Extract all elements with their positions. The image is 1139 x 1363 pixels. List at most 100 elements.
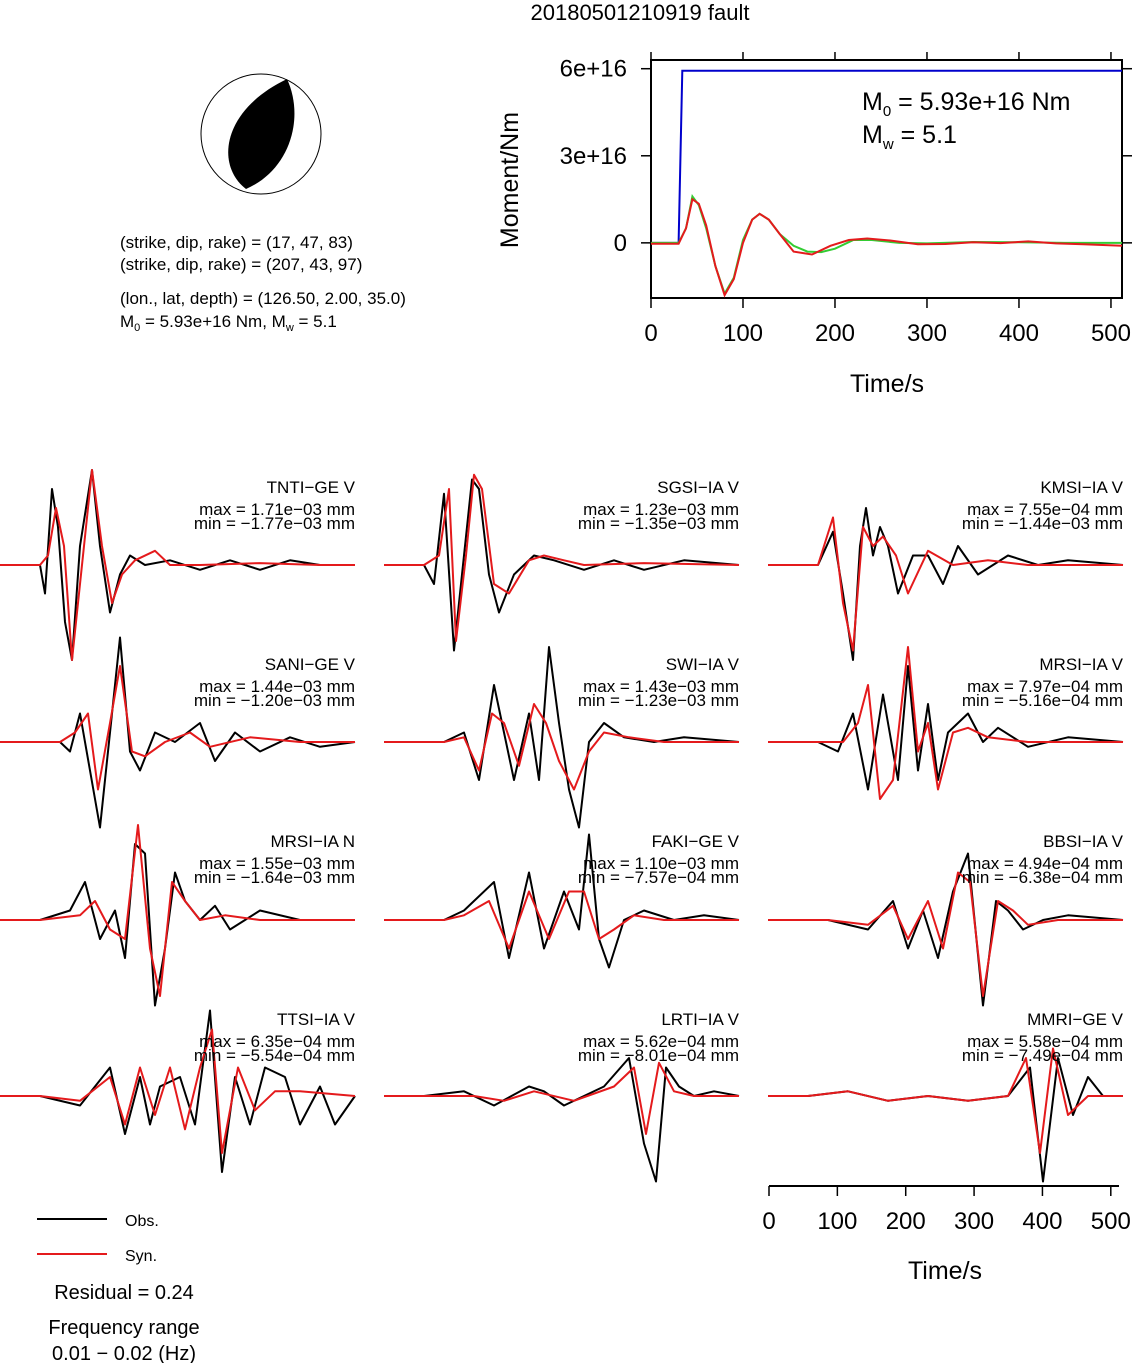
moment-y-tick-label: 6e+16: [560, 56, 627, 83]
max-amplitude-label: max = 4.94e−04 mm: [967, 854, 1123, 873]
beachball-compressional-quadrant: [228, 79, 295, 189]
moment-magnitude-line: M0 = 5.93e+16 Nm, Mw = 5.1: [120, 312, 337, 334]
station-label: MMRI−GE V: [1027, 1010, 1124, 1029]
moment-annotation-m0: M0 = 5.93e+16 Nm: [862, 88, 1070, 120]
min-amplitude-label: min = −1.44e−03 mm: [962, 514, 1123, 533]
station-label: SANI−GE V: [265, 655, 356, 674]
min-amplitude-label: min = −1.23e−03 mm: [578, 691, 739, 710]
min-amplitude-label: min = −5.54e−04 mm: [194, 1046, 355, 1065]
time-axis-tick-label: 100: [817, 1208, 857, 1235]
observed-trace: [0, 843, 355, 1007]
moment-y-tick-label: 3e+16: [560, 143, 627, 170]
max-amplitude-label: max = 6.35e−04 mm: [199, 1032, 355, 1051]
synthetic-trace: [768, 516, 1123, 652]
station-label: SWI−IA V: [666, 655, 740, 674]
residual-label: Residual = 0.24: [54, 1282, 194, 1304]
waveform-time-axis: 0 100 200 300 400 500 Time/s: [762, 1185, 1131, 1285]
moment-chart: 0 100 200 300 400 500 0 3e+16 6e+16 Time/s Moment/…: [496, 52, 1132, 398]
observed-trace: [0, 1009, 356, 1173]
observed-trace: [384, 1057, 740, 1183]
synthetic-trace: [384, 890, 739, 950]
legend-obs-label: Obs.: [125, 1213, 159, 1230]
min-amplitude-label: min = −7.57e−04 mm: [578, 868, 739, 887]
mechanism-text: (strike, dip, rake) = (17, 47, 83) (stri…: [120, 233, 406, 334]
observed-trace: [384, 478, 740, 652]
min-amplitude-label: min = −1.35e−03 mm: [578, 514, 739, 533]
min-amplitude-label: min = −1.64e−03 mm: [194, 868, 355, 887]
max-amplitude-label: max = 5.58e−04 mm: [967, 1032, 1123, 1051]
synthetic-trace: [384, 473, 740, 642]
focal-mechanism-beachball: [200, 73, 322, 195]
legend: Obs. Syn. Residual = 0.24 Frequency rang…: [37, 1213, 200, 1363]
max-amplitude-label: max = 1.23e−03 mm: [583, 500, 739, 519]
station-label: MRSI−IA N: [270, 832, 355, 851]
moment-x-tick-label: 500: [1091, 320, 1131, 347]
legend-syn-label: Syn.: [125, 1248, 157, 1265]
max-amplitude-label: max = 1.10e−03 mm: [583, 854, 739, 873]
hypocenter-location: (lon., lat, depth) = (126.50, 2.00, 35.0…: [120, 289, 406, 308]
observed-trace: [384, 646, 740, 829]
station-label: LRTI−IA V: [661, 1010, 739, 1029]
moment-x-tick-label: 0: [644, 320, 657, 347]
min-amplitude-label: min = −7.49e−04 mm: [962, 1046, 1123, 1065]
max-amplitude-label: max = 1.71e−03 mm: [199, 500, 355, 519]
moment-x-axis-label: Time/s: [850, 370, 924, 398]
max-amplitude-label: max = 5.62e−04 mm: [583, 1032, 739, 1051]
min-amplitude-label: min = −8.01e−04 mm: [578, 1046, 739, 1065]
synthetic-trace: [0, 665, 355, 791]
synthetic-trace: [0, 1028, 356, 1154]
max-amplitude-label: max = 1.55e−03 mm: [199, 854, 355, 873]
max-amplitude-label: max = 1.43e−03 mm: [583, 677, 739, 696]
observed-trace: [0, 469, 355, 661]
moment-chart-frame: [650, 59, 1123, 299]
synthetic-trace: [768, 646, 1123, 800]
time-axis-tick-label: 0: [762, 1208, 775, 1235]
station-label: BBSI−IA V: [1043, 832, 1124, 851]
station-label: TNTI−GE V: [267, 478, 356, 497]
moment-x-tick-label: 300: [907, 320, 947, 347]
moment-y-tick-label: 0: [614, 230, 627, 257]
time-axis-tick-label: 500: [1091, 1208, 1131, 1235]
time-axis-tick-label: 400: [1022, 1208, 1062, 1235]
moment-x-tick-label: 100: [723, 320, 763, 347]
min-amplitude-label: min = −1.20e−03 mm: [194, 691, 355, 710]
figure-title: 20180501210919 fault: [531, 0, 750, 25]
synthetic-trace: [768, 1047, 1123, 1154]
synthetic-trace: [768, 871, 1123, 997]
max-amplitude-label: max = 7.55e−04 mm: [967, 500, 1123, 519]
observed-trace: [384, 833, 740, 969]
observed-trace: [0, 636, 356, 829]
moment-x-tick-label: 200: [815, 320, 855, 347]
synthetic-trace: [0, 824, 355, 997]
station-label: SGSI−IA V: [657, 478, 739, 497]
synthetic-trace: [384, 703, 739, 791]
observed-trace: [768, 1057, 1123, 1183]
time-axis-label: Time/s: [908, 1257, 982, 1285]
min-amplitude-label: min = −1.77e−03 mm: [194, 514, 355, 533]
nodal-plane-2: (strike, dip, rake) = (207, 43, 97): [120, 255, 362, 274]
station-label: KMSI−IA V: [1040, 478, 1123, 497]
station-label: TTSI−IA V: [277, 1010, 356, 1029]
observed-trace: [768, 507, 1124, 661]
time-axis-tick-label: 200: [886, 1208, 926, 1235]
moment-annotation-mw: Mw = 5.1: [862, 121, 957, 153]
synthetic-trace: [384, 1061, 739, 1135]
moment-series-line-1: [651, 193, 1122, 297]
moment-series-line-2: [651, 197, 1123, 298]
moment-y-axis-label: Moment/Nm: [496, 112, 524, 248]
min-amplitude-label: min = −6.38e−04 mm: [962, 868, 1123, 887]
moment-x-tick-label: 400: [999, 320, 1039, 347]
max-amplitude-label: max = 1.44e−03 mm: [199, 677, 355, 696]
